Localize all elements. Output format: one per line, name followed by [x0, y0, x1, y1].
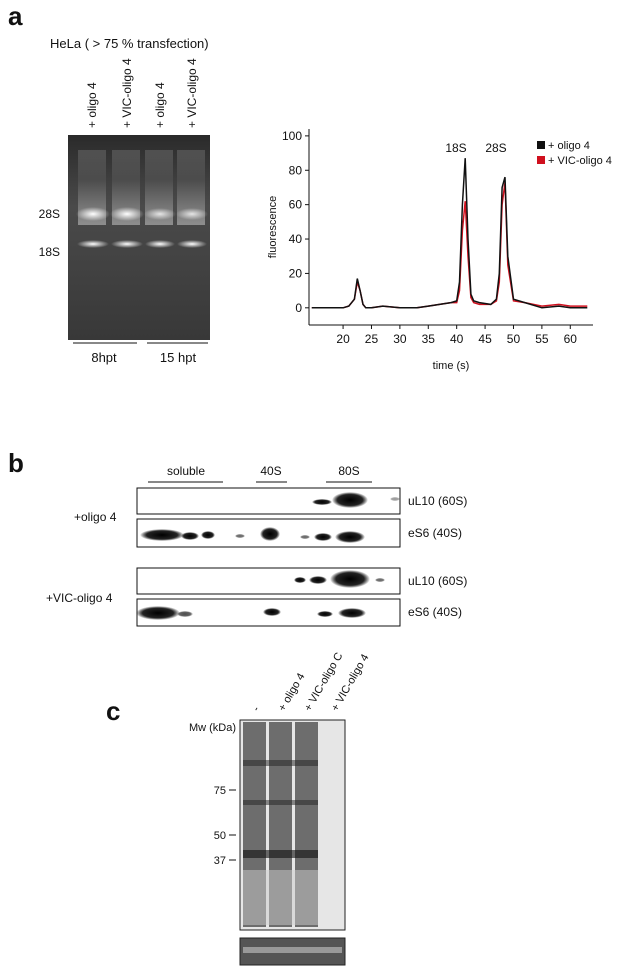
- legend-swatch: [537, 156, 545, 164]
- x-tick-label: 50: [507, 332, 521, 346]
- condition-label: +VIC-oligo 4: [46, 591, 113, 605]
- legend-label: + oligo 4: [548, 140, 590, 152]
- blot-label: uL10 (60S): [408, 574, 467, 588]
- gel-image: [239, 719, 346, 966]
- x-tick-label: 45: [478, 332, 492, 346]
- y-tick-label: 40: [289, 232, 303, 246]
- y-tick-label: 20: [289, 266, 303, 280]
- lane-label: + oligo 4: [153, 82, 167, 128]
- y-tick-label: 80: [289, 163, 303, 177]
- y-tick-label: 0: [295, 301, 302, 315]
- blot-label: uL10 (60S): [408, 494, 467, 508]
- mw-label: Mw (kDa): [189, 722, 236, 734]
- lane-label: -: [250, 704, 262, 713]
- fraction-label: 80S: [338, 464, 359, 478]
- legend-label: + VIC-oligo 4: [548, 155, 612, 167]
- band-label: 18S: [39, 245, 60, 259]
- x-tick-label: 55: [535, 332, 549, 346]
- x-tick-label: 25: [365, 332, 379, 346]
- group-label: 15 hpt: [160, 350, 197, 365]
- x-tick-label: 20: [336, 332, 350, 346]
- panel-label: a: [8, 1, 23, 31]
- marker-label: 37: [214, 855, 226, 867]
- panel-label: b: [8, 448, 24, 478]
- blot-label: eS6 (40S): [408, 526, 462, 540]
- gel-title: HeLa ( > 75 % transfection): [50, 36, 209, 51]
- band-label: 28S: [39, 207, 60, 221]
- line-chart: 0 20 40 60 80 100 20 25 30 35 40 45 50 55 60 time (s) fl…: [267, 129, 612, 372]
- line-series: [311, 158, 588, 309]
- peak-annotation: 28S: [485, 141, 506, 155]
- lane-label: + oligo 4: [85, 82, 99, 128]
- fraction-label: 40S: [260, 464, 281, 478]
- x-tick-label: 30: [393, 332, 407, 346]
- marker-label: 50: [214, 830, 226, 842]
- peak-annotation: 18S: [445, 141, 466, 155]
- blot-bands: [136, 492, 400, 620]
- gel-image: [68, 135, 210, 340]
- lane-label: + VIC-oligo 4: [185, 58, 199, 128]
- y-tick-label: 100: [282, 129, 302, 143]
- blot-label: eS6 (40S): [408, 605, 462, 619]
- legend-swatch: [537, 141, 545, 149]
- western-blot: [136, 487, 401, 627]
- y-axis-label: fluorescence: [267, 196, 279, 258]
- x-tick-label: 60: [564, 332, 578, 346]
- lane-label: + VIC-oligo 4: [120, 58, 134, 128]
- condition-label: +oligo 4: [74, 510, 117, 524]
- panel-label: c: [106, 696, 120, 726]
- y-tick-label: 60: [289, 198, 303, 212]
- fraction-label: soluble: [167, 464, 205, 478]
- x-tick-label: 35: [422, 332, 436, 346]
- x-tick-label: 40: [450, 332, 464, 346]
- x-axis-label: time (s): [433, 360, 470, 372]
- marker-label: 75: [214, 785, 226, 797]
- group-label: 8hpt: [91, 350, 117, 365]
- line-series: [311, 182, 588, 309]
